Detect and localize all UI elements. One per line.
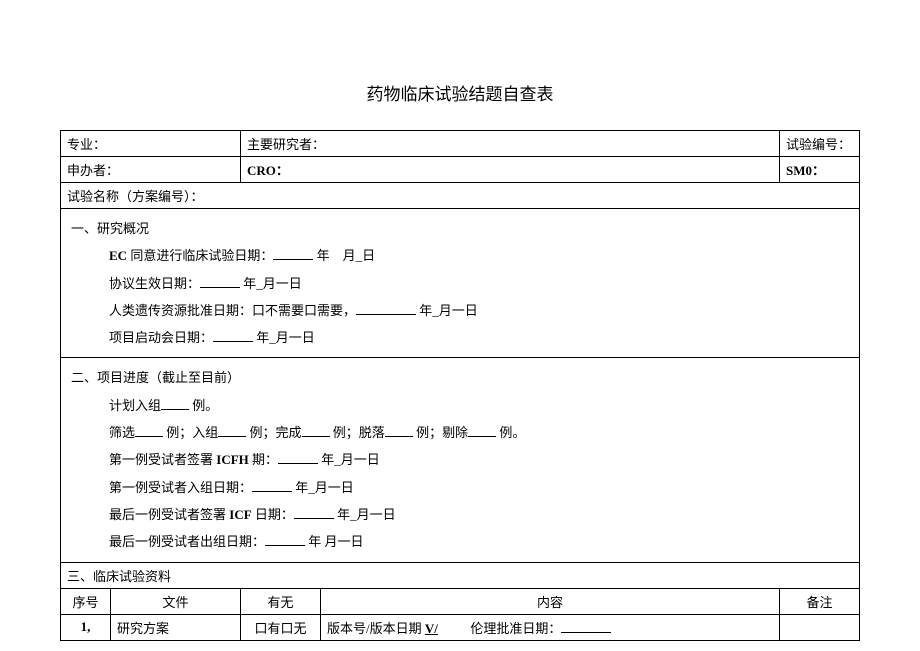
blank (468, 423, 496, 437)
sec1-l2b: 年_月一日 (243, 276, 302, 291)
smo-label: SM0： (786, 163, 825, 178)
blank (265, 532, 305, 546)
sec2-l4a: 第一例受试者入组日期： (109, 480, 252, 495)
sec2-l6b: 年 月一日 (308, 534, 363, 549)
sec2-line4: 第一例受试者入组日期： 年_月一日 (71, 474, 849, 501)
sec2-l3a: 第一例受试者签署 (109, 452, 213, 467)
sec2-l2b: 例；入组 (166, 425, 218, 440)
sec1-l1b: 同意进行临床试验日期： (130, 248, 273, 263)
td-have: 口有口无 (241, 614, 321, 640)
td-file: 研究方案 (111, 614, 241, 640)
table-row: 1, 研究方案 口有口无 版本号/版本日期 V/ 伦理批准日期： (61, 614, 860, 640)
sec1-l4b: 年_月一日 (256, 330, 315, 345)
major-cell: 专业： (61, 131, 241, 157)
sec2-line1: 计划入组 例。 (71, 392, 849, 419)
sec1-ec: EC (109, 248, 127, 263)
sec2-l3b: ICFH (216, 452, 249, 467)
section-1-row: 一、研究概况 EC 同意进行临床试验日期： 年 月_日 协议生效日期： 年_月一… (61, 209, 860, 358)
sec1-line1: EC 同意进行临床试验日期： 年 月_日 (71, 242, 849, 269)
blank (161, 396, 189, 410)
row-c3: 伦理批准日期： (470, 621, 561, 636)
sec1-l4a: 项目启动会日期： (109, 330, 213, 345)
researcher-cell: 主要研究者： (241, 131, 780, 157)
sec1-line3: 人类遗传资源批准日期：口不需要口需要， 年_月一日 (71, 297, 849, 324)
sec1-l2a: 协议生效日期： (109, 276, 200, 291)
sec2-l2c: 例；完成 (250, 425, 302, 440)
trialname-label: 试验名称（方案编号）： (67, 189, 204, 204)
sec2-line5: 最后一例受试者签署 ICF 日期： 年_月一日 (71, 501, 849, 528)
sec1-l3b: 年_月一日 (419, 303, 478, 318)
section-2-cell: 二、项目进度（截止至目前） 计划入组 例。 筛选 例；入组 例；完成 例；脱落 … (61, 358, 860, 562)
sec1-l3a: 人类遗传资源批准日期：口不需要口需要， (109, 303, 356, 318)
blank (356, 301, 416, 315)
sec1-line2: 协议生效日期： 年_月一日 (71, 270, 849, 297)
sec1-l1c: 年 (317, 248, 330, 263)
sec2-l1a: 计划入组 (109, 398, 161, 413)
sec2-l1b: 例。 (192, 398, 218, 413)
blank (218, 423, 246, 437)
blank (252, 478, 292, 492)
blank (278, 450, 318, 464)
cro-label: CRO： (247, 163, 289, 178)
sec1-heading: 一、研究概况 (71, 221, 149, 236)
sec2-l5a: 最后一例受试者签署 (109, 507, 226, 522)
section-3-row: 三、临床试验资料 (61, 562, 860, 588)
blank (200, 274, 240, 288)
th-note: 备注 (780, 588, 860, 614)
header-row-1: 专业： 主要研究者： 试验编号： (61, 131, 860, 157)
table-header-row: 序号 文件 有无 内容 备注 (61, 588, 860, 614)
sec2-l5b: ICF (229, 507, 251, 522)
th-content: 内容 (321, 588, 780, 614)
td-seq: 1, (61, 614, 111, 640)
sec2-l3d: 年_月一日 (321, 452, 380, 467)
blank (213, 328, 253, 342)
section-2-row: 二、项目进度（截止至目前） 计划入组 例。 筛选 例；入组 例；完成 例；脱落 … (61, 358, 860, 562)
row-c2: V/ (425, 621, 438, 636)
sec2-line6: 最后一例受试者出组日期： 年 月一日 (71, 528, 849, 555)
form-table: 专业： 主要研究者： 试验编号： 申办者： CRO： SM0： 试验名称（方案编… (60, 130, 860, 641)
sec2-l6a: 最后一例受试者出组日期： (109, 534, 265, 549)
sec2-l4b: 年_月一日 (295, 480, 354, 495)
sec2-heading: 二、项目进度（截止至目前） (71, 370, 240, 385)
sec2-l2a: 筛选 (109, 425, 135, 440)
sec2-l2d: 例；脱落 (333, 425, 385, 440)
trialname-row: 试验名称（方案编号）： (61, 183, 860, 209)
trialname-cell: 试验名称（方案编号）： (61, 183, 860, 209)
blank (135, 423, 163, 437)
blank (294, 505, 334, 519)
blank (273, 246, 313, 260)
sec2-l5d: 年_月一日 (337, 507, 396, 522)
section-1-cell: 一、研究概况 EC 同意进行临床试验日期： 年 月_日 协议生效日期： 年_月一… (61, 209, 860, 358)
row-c1: 版本号/版本日期 (327, 621, 422, 636)
td-content: 版本号/版本日期 V/ 伦理批准日期： (321, 614, 780, 640)
blank (302, 423, 330, 437)
header-row-2: 申办者： CRO： SM0： (61, 157, 860, 183)
th-seq: 序号 (61, 588, 111, 614)
blank (385, 423, 413, 437)
page-title: 药物临床试验结题自查表 (60, 80, 860, 105)
sec1-line4: 项目启动会日期： 年_月一日 (71, 324, 849, 351)
smo-cell: SM0： (780, 157, 860, 183)
sponsor-label: 申办者： (67, 163, 119, 178)
trialno-cell: 试验编号： (780, 131, 860, 157)
td-note (780, 614, 860, 640)
sec2-l3c: 期： (252, 452, 278, 467)
sec1-l1d: 月_日 (343, 248, 376, 263)
sec2-l2e: 例；剔除 (416, 425, 468, 440)
sec2-l5c: 日期： (255, 507, 294, 522)
major-label: 专业： (67, 137, 106, 152)
sec3-heading: 三、临床试验资料 (67, 569, 171, 584)
researcher-label: 主要研究者： (247, 137, 325, 152)
trialno-label: 试验编号： (786, 137, 851, 152)
sec2-l2f: 例。 (499, 425, 525, 440)
sponsor-cell: 申办者： (61, 157, 241, 183)
sec2-line2: 筛选 例；入组 例；完成 例；脱落 例；剔除 例。 (71, 419, 849, 446)
cro-cell: CRO： (241, 157, 780, 183)
th-file: 文件 (111, 588, 241, 614)
section-3-cell: 三、临床试验资料 (61, 562, 860, 588)
sec2-line3: 第一例受试者签署 ICFH 期： 年_月一日 (71, 446, 849, 473)
blank (561, 619, 611, 633)
th-have: 有无 (241, 588, 321, 614)
